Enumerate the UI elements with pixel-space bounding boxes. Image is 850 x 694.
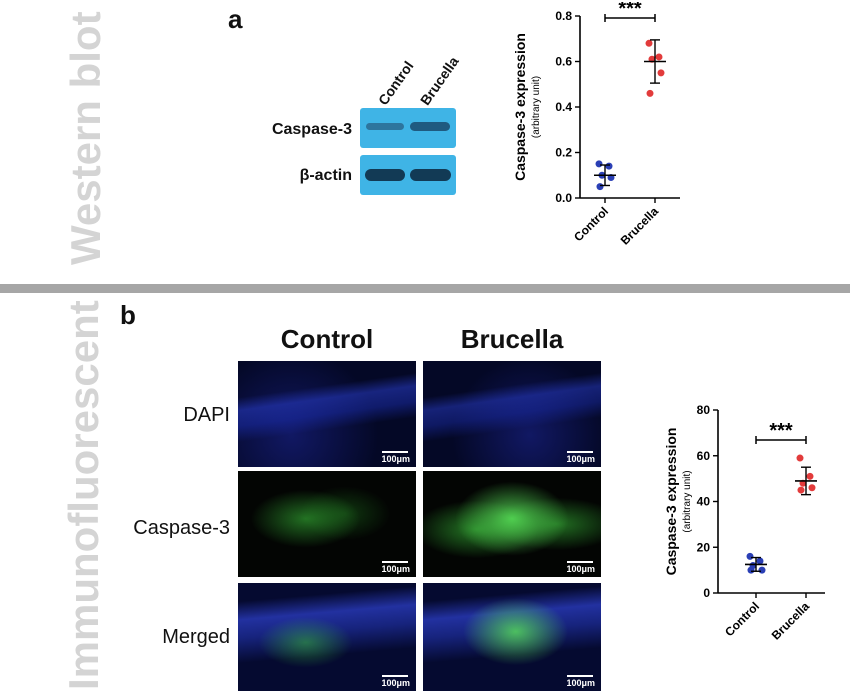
y-tick-label: 0.8 <box>555 9 572 23</box>
western-blot-actin-strip <box>360 155 456 195</box>
y-tick-label: 0.6 <box>555 55 572 69</box>
western-blot-caspase3-strip <box>360 108 456 148</box>
micrograph-merged-brucella: 100μm <box>423 583 601 691</box>
y-tick-label: 80 <box>697 403 711 417</box>
scale-bar <box>382 675 408 677</box>
if-column-title-brucella: Brucella <box>460 324 564 354</box>
chart-b: 0 20 40 60 80 Control Brucella Caspase-3 expres… <box>663 403 825 643</box>
data-point <box>747 566 755 574</box>
y-tick-label: 0.2 <box>555 146 572 160</box>
x-tick-label: Control <box>722 599 762 639</box>
data-point <box>758 566 766 574</box>
data-point <box>746 552 754 560</box>
scale-bar <box>567 451 593 453</box>
y-tick-label: 20 <box>697 540 711 554</box>
micrograph-merged-control: 100μm <box>238 583 416 691</box>
y-tick-label: 0 <box>703 586 710 600</box>
if-row-label-merged: Merged <box>162 626 230 648</box>
y-tick-label: 0.0 <box>555 191 572 205</box>
x-tick-label: Brucella <box>618 204 662 248</box>
data-point <box>657 69 665 77</box>
band-brucella-caspase3 <box>410 122 450 131</box>
data-point <box>595 160 603 168</box>
significance-label: *** <box>618 2 642 20</box>
chart-a: 0.0 0.2 0.4 0.6 0.8 Control Brucella Caspase-3 … <box>512 2 680 248</box>
y-axis-label: Caspase-3 expression <box>663 428 679 576</box>
scale-label: 100μm <box>381 454 410 464</box>
data-point <box>797 486 805 494</box>
data-point <box>645 39 653 47</box>
scale-bar <box>382 451 408 453</box>
side-label-western-blot: Western blot <box>62 11 109 265</box>
if-row-label-caspase3: Caspase-3 <box>133 517 230 539</box>
side-label-immunofluorescent: Immunofluorescent <box>60 300 107 690</box>
section-divider <box>0 284 850 293</box>
scale-label: 100μm <box>381 564 410 574</box>
if-column-title-control: Control <box>280 324 374 354</box>
panel-letter-b: b <box>120 300 136 330</box>
lane-label-brucella: Brucella <box>416 53 462 108</box>
y-tick-label: 60 <box>697 449 711 463</box>
data-point <box>756 557 764 565</box>
band-control-actin <box>365 169 405 181</box>
data-point <box>646 89 654 97</box>
data-point <box>596 183 604 191</box>
y-axis-sublabel: (arbitrary unit) <box>531 76 542 138</box>
micrograph-dapi-control: 100μm <box>238 361 416 467</box>
if-row-label-dapi: DAPI <box>183 404 230 426</box>
scale-bar <box>382 561 408 563</box>
data-point <box>796 454 804 462</box>
data-point <box>806 472 814 480</box>
scale-bar <box>567 561 593 563</box>
wb-row-label-beta-actin: β-actin <box>299 167 352 184</box>
x-tick-label: Control <box>571 204 611 244</box>
wb-row-label-caspase3: Caspase-3 <box>271 121 352 138</box>
y-axis-label: Caspase-3 expression <box>512 33 528 181</box>
x-tick-label: Brucella <box>769 599 813 643</box>
micrograph-dapi-brucella: 100μm <box>423 361 601 467</box>
y-tick-label: 0.4 <box>555 100 572 114</box>
micrograph-caspase3-control: 100μm <box>238 471 416 577</box>
band-control-caspase3 <box>366 123 404 130</box>
panel-letter-a: a <box>228 4 243 34</box>
data-point <box>808 484 816 492</box>
scale-label: 100μm <box>381 678 410 688</box>
micrograph-caspase3-brucella: 100μm <box>423 471 601 577</box>
scale-label: 100μm <box>566 564 595 574</box>
y-axis-sublabel: (arbitrary unit) <box>682 470 693 532</box>
lane-label-control: Control <box>374 58 417 108</box>
scale-label: 100μm <box>566 678 595 688</box>
scale-label: 100μm <box>566 454 595 464</box>
data-point <box>655 53 663 61</box>
scale-bar <box>567 675 593 677</box>
data-point <box>605 162 613 170</box>
significance-label: *** <box>769 420 793 442</box>
band-brucella-actin <box>410 169 451 181</box>
y-tick-label: 40 <box>697 495 711 509</box>
